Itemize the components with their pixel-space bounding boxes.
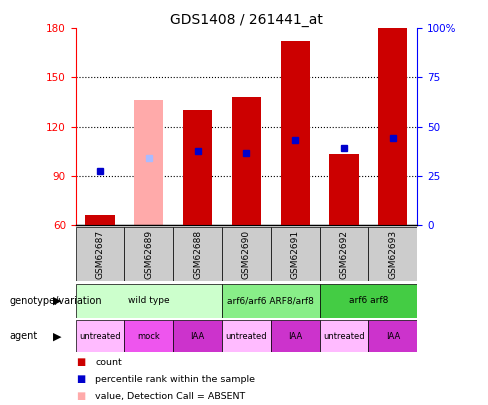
Text: percentile rank within the sample: percentile rank within the sample: [95, 375, 255, 384]
Text: GSM62689: GSM62689: [144, 230, 153, 279]
Bar: [368, 227, 417, 281]
Text: GSM62691: GSM62691: [291, 230, 300, 279]
Bar: [320, 227, 368, 281]
Bar: [76, 320, 124, 352]
Text: ■: ■: [76, 392, 85, 401]
Text: agent: agent: [10, 331, 38, 341]
Bar: [76, 227, 124, 281]
Bar: [76, 284, 222, 318]
Text: IAA: IAA: [288, 332, 303, 341]
Bar: [320, 284, 417, 318]
Bar: [183, 110, 212, 225]
Text: ■: ■: [76, 358, 85, 367]
Text: ▶: ▶: [53, 331, 62, 341]
Bar: [271, 320, 320, 352]
Text: count: count: [95, 358, 122, 367]
Text: IAA: IAA: [190, 332, 205, 341]
Bar: [173, 227, 222, 281]
Text: untreated: untreated: [225, 332, 267, 341]
Bar: [124, 320, 173, 352]
Text: genotype/variation: genotype/variation: [10, 296, 102, 306]
Text: wild type: wild type: [128, 296, 170, 305]
Bar: [173, 320, 222, 352]
Text: arf6/arf6 ARF8/arf8: arf6/arf6 ARF8/arf8: [227, 296, 314, 305]
Bar: [222, 284, 320, 318]
Text: untreated: untreated: [323, 332, 365, 341]
Text: value, Detection Call = ABSENT: value, Detection Call = ABSENT: [95, 392, 245, 401]
Text: IAA: IAA: [386, 332, 400, 341]
Text: GSM62688: GSM62688: [193, 230, 202, 279]
Bar: [124, 227, 173, 281]
Text: GSM62692: GSM62692: [340, 230, 348, 279]
Bar: [320, 320, 368, 352]
Bar: [368, 320, 417, 352]
Text: ■: ■: [76, 375, 85, 384]
Bar: [222, 320, 271, 352]
Bar: [222, 227, 271, 281]
Bar: [281, 41, 310, 225]
Bar: [85, 215, 115, 225]
Text: ▶: ▶: [53, 296, 62, 306]
Bar: [329, 154, 359, 225]
Text: GSM62693: GSM62693: [388, 230, 397, 279]
Text: GSM62690: GSM62690: [242, 230, 251, 279]
Bar: [232, 97, 261, 225]
Text: arf6 arf8: arf6 arf8: [349, 296, 388, 305]
Text: untreated: untreated: [79, 332, 121, 341]
Text: GSM62687: GSM62687: [96, 230, 104, 279]
Bar: [378, 28, 407, 225]
Bar: [134, 100, 163, 225]
Bar: [271, 227, 320, 281]
Text: mock: mock: [138, 332, 160, 341]
Title: GDS1408 / 261441_at: GDS1408 / 261441_at: [170, 13, 323, 27]
